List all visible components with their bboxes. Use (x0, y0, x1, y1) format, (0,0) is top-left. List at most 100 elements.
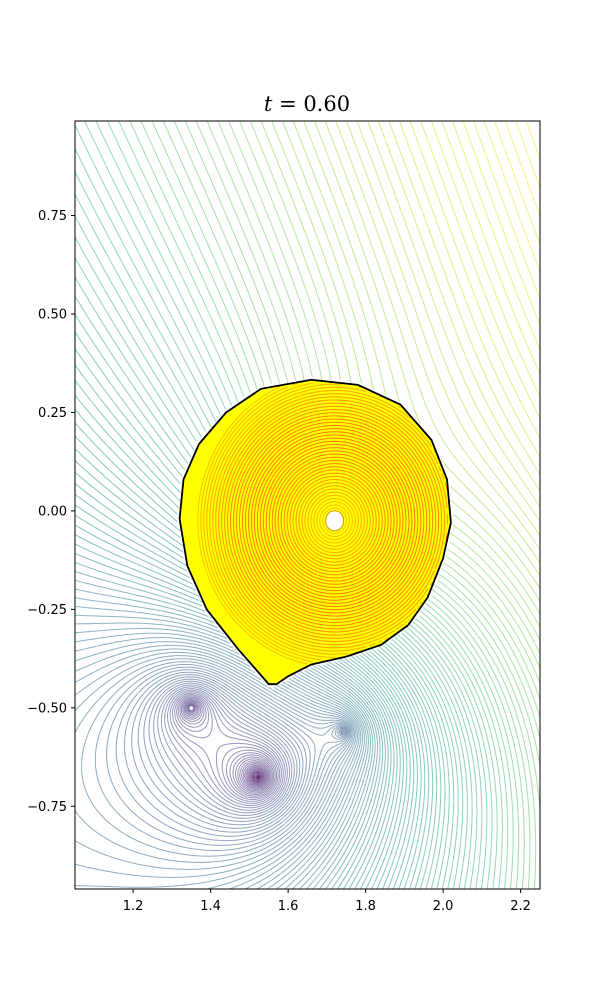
core-contour-level (292, 475, 377, 566)
core-contour-level (286, 469, 383, 573)
core-contour-level (227, 405, 443, 636)
core-contour-level (253, 434, 416, 607)
outer-contour-level (75, 314, 450, 889)
outer-contour-level (81, 661, 351, 857)
core-contour-level (224, 402, 446, 639)
outer-contour-level (252, 772, 262, 781)
outer-contour-level (420, 121, 540, 419)
outer-contour-level (169, 691, 284, 806)
outer-contour-level (75, 504, 398, 889)
outer-contour-level (75, 471, 408, 889)
outer-contour-level (131, 674, 346, 833)
outer-contour-level (75, 655, 353, 870)
core-contour-level (244, 424, 425, 617)
core-contour-level (247, 428, 422, 614)
outer-contour-level (137, 676, 345, 829)
core-contour-level (215, 393, 439, 649)
outer-contour-level (483, 121, 540, 272)
plasma-boundary-layer (178, 378, 452, 686)
core-contour-level (322, 507, 347, 534)
outer-contour-level (248, 768, 265, 785)
outer-contour-level (84, 121, 498, 889)
outer-contour-level (174, 694, 281, 802)
outer-contour-level (367, 121, 540, 507)
outer-contour-level (123, 671, 347, 837)
outer-contour-level (75, 380, 434, 889)
outer-contour-level (251, 771, 263, 783)
core-contour-level (212, 390, 432, 652)
outer-contour-level (160, 686, 290, 814)
outer-contour-level (184, 701, 271, 792)
outer-contour-level (75, 435, 418, 889)
x-tick-label: 2.2 (510, 899, 531, 914)
core-contour-level (283, 466, 386, 576)
core-contour-level (221, 399, 449, 642)
core-contour-level (298, 482, 371, 560)
x-axis: 1.2 1.4 1.6 1.8 2.0 2.2 (123, 889, 531, 914)
core-contour-level (277, 459, 392, 582)
outer-contour-level (75, 257, 464, 889)
outer-contour-level (75, 597, 371, 889)
y-tick-label: −0.25 (27, 603, 67, 618)
outer-contour-level (187, 704, 268, 788)
core-contour-level (319, 504, 350, 538)
outer-contour-level (75, 658, 352, 863)
core-contour-level (239, 418, 431, 623)
outer-contour-level (75, 422, 422, 889)
outer-contour-level (525, 121, 540, 160)
core-contour-level (233, 412, 437, 630)
outer-contour-level (75, 194, 478, 889)
outer-contour-level (186, 703, 269, 789)
outer-contour-level (335, 121, 540, 550)
outer-contour-level (75, 364, 438, 889)
outer-contour-level (75, 651, 354, 878)
outer-contour-level (247, 767, 265, 785)
core-contour-level (295, 479, 374, 563)
outer-contour-level (239, 121, 540, 669)
outer-contour-level (176, 695, 279, 800)
core-contour-level (197, 386, 308, 665)
outer-contour-level (94, 664, 350, 851)
x-tick-label: 1.2 (123, 899, 144, 914)
outer-contour-level (441, 121, 540, 375)
outer-contour-level (106, 121, 509, 889)
outer-contour-level (75, 171, 483, 889)
outer-contour-level (167, 689, 286, 809)
outer-contour-level (151, 121, 531, 889)
x-tick-label: 1.8 (355, 899, 376, 914)
outer-contour-level (75, 628, 363, 889)
outer-contour-level (148, 680, 343, 822)
core-contour-level (242, 421, 428, 620)
outer-contour-level (185, 702, 270, 790)
outer-contour-level (399, 121, 540, 458)
outer-contour-level (75, 295, 455, 889)
core-contour-level (259, 440, 410, 601)
core-contour-level (236, 415, 434, 627)
outer-contour-level (157, 684, 293, 816)
outer-contour-level (129, 121, 520, 889)
outer-contour-level (75, 514, 395, 889)
plasma-fill (179, 379, 451, 685)
outer-contour-level (106, 666, 349, 846)
outer-contour-level (409, 121, 540, 439)
plot-frame (74, 120, 541, 890)
outer-contour-level (75, 409, 426, 889)
y-tick-label: 0.75 (38, 209, 67, 224)
y-tick-label: 0.25 (38, 406, 67, 421)
outer-contour-level (75, 124, 493, 889)
core-contour-level (304, 488, 365, 553)
outer-contour-level (188, 705, 266, 786)
y-tick-label: 0.00 (38, 504, 67, 519)
outer-contour-level (177, 696, 277, 799)
x-tick-label: 1.6 (278, 899, 299, 914)
core-contour-level (250, 431, 419, 611)
outer-contour-level (75, 483, 404, 889)
core-contour-level (218, 396, 448, 646)
core-contour-level (274, 456, 395, 585)
outer-contour-level (377, 121, 540, 492)
outer-contour-level (75, 524, 392, 889)
outer-contour-level (179, 697, 276, 797)
outer-contour-level (75, 331, 446, 889)
core-contour-level (262, 444, 407, 598)
core-contour-level (271, 453, 398, 588)
